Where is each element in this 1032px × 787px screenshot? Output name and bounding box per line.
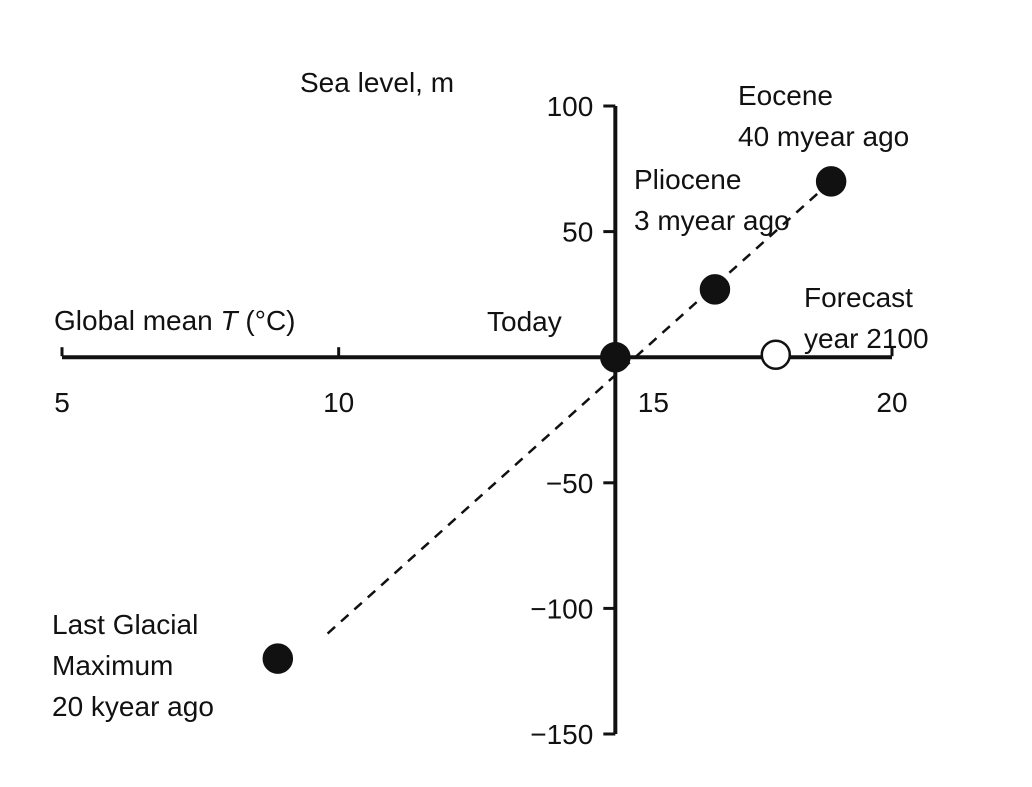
y-tick-label: 50 [562, 217, 593, 248]
x-tick-label: 15 [638, 387, 669, 418]
point-label-forecast-line-1: Forecast [804, 282, 913, 313]
point-label-eocene-line-1: Eocene [738, 80, 833, 111]
y-tick-label: 100 [547, 91, 594, 122]
data-point [600, 341, 631, 373]
x-axis-title-prefix: Global mean [54, 305, 221, 336]
point-label-last-glacial-maximum: Last Glacial Maximum 20 kyear ago [52, 609, 214, 722]
y-tick-label: −100 [530, 593, 593, 624]
x-axis-title-suffix: (°C) [238, 305, 296, 336]
point-label-lgm-line-2: Maximum [52, 650, 173, 681]
point-label-pliocene-line-2: 3 myear ago [634, 205, 790, 236]
point-label-pliocene-line-1: Pliocene [634, 164, 741, 195]
point-label-today: Today [487, 306, 562, 337]
data-point [262, 643, 294, 674]
x-axis-title: Global mean T (°C) [54, 305, 296, 336]
point-label-lgm-line-3: 20 kyear ago [52, 691, 214, 722]
trend-line [326, 180, 832, 635]
y-ticks: 100 50 −50 −100 −150 [530, 91, 616, 750]
point-label-pliocene: Pliocene 3 myear ago [634, 164, 790, 236]
x-tick-label: 20 [876, 387, 907, 418]
y-tick-label: −50 [546, 468, 594, 499]
point-label-forecast-line-2: year 2100 [804, 323, 929, 354]
x-ticks: 5 10 15 20 [54, 347, 908, 418]
x-axis-title-symbol: T [221, 305, 240, 336]
forecast-point [760, 339, 792, 370]
y-tick-label: −150 [530, 719, 593, 750]
x-tick-label: 5 [54, 387, 70, 418]
x-tick-label: 10 [323, 387, 354, 418]
point-label-eocene-line-2: 40 myear ago [738, 121, 909, 152]
data-point [699, 274, 731, 305]
data-point [815, 166, 847, 197]
point-label-forecast: Forecast year 2100 [804, 282, 929, 354]
point-label-eocene: Eocene 40 myear ago [738, 80, 909, 152]
point-label-lgm-line-1: Last Glacial [52, 609, 198, 640]
y-axis-title: Sea level, m [300, 67, 454, 98]
data-points [262, 166, 847, 674]
